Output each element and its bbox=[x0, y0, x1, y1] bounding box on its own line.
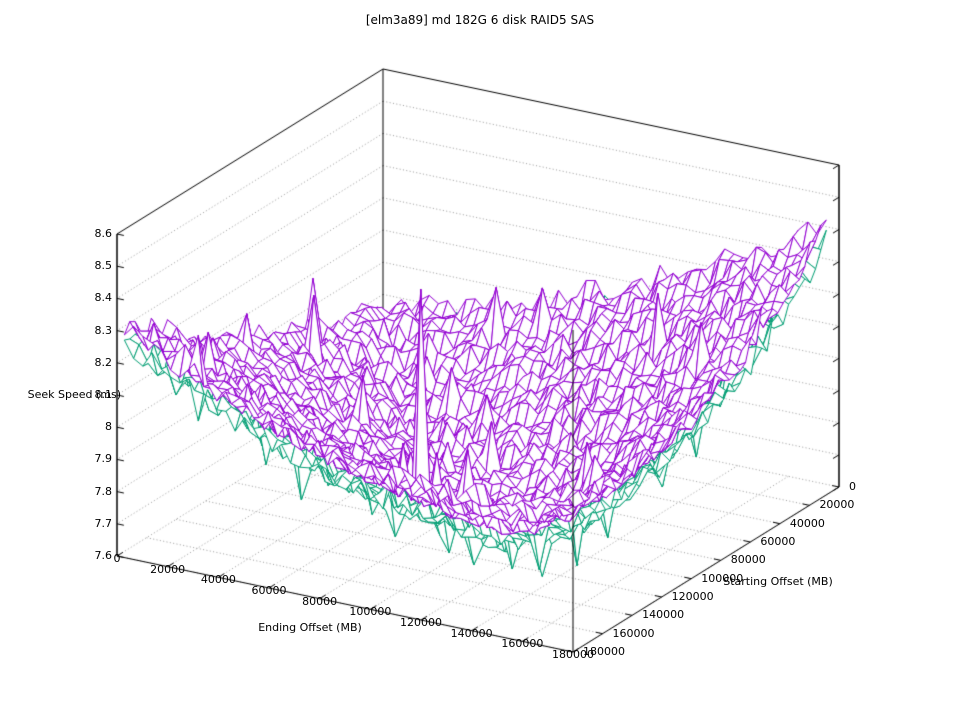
x-tick-label-40000: 40000 bbox=[200, 573, 236, 587]
y-tick-label-180000: 180000 bbox=[583, 645, 625, 658]
x-tick-label-20000: 20000 bbox=[150, 562, 186, 576]
z-tick-label-7.8: 7.8 bbox=[94, 484, 113, 498]
y-tick-label-40000: 40000 bbox=[789, 516, 825, 530]
x-tick-label-180000: 180000 bbox=[552, 648, 594, 661]
z-tick-label-8.3: 8.3 bbox=[94, 323, 113, 337]
z-tick-label-7.7: 7.7 bbox=[94, 516, 113, 530]
y-tick-label-120000: 120000 bbox=[671, 590, 714, 603]
chart-title: [elm3a89] md 182G 6 disk RAID5 SAS bbox=[365, 13, 595, 27]
z-tick-label-7.9: 7.9 bbox=[94, 452, 113, 466]
x-tick-label-160000: 160000 bbox=[501, 637, 544, 651]
x-axis-label: Ending Offset (MB) bbox=[258, 621, 362, 634]
y-tick-label-100000: 100000 bbox=[701, 571, 744, 585]
z-tick-label-7.6: 7.6 bbox=[94, 549, 113, 562]
x-tick-label-120000: 120000 bbox=[400, 616, 442, 629]
y-tick-label-160000: 160000 bbox=[612, 626, 655, 640]
z-tick-label-8.4: 8.4 bbox=[94, 291, 113, 305]
y-tick-label-60000: 60000 bbox=[760, 535, 796, 548]
z-tick-label-8.6: 8.6 bbox=[94, 227, 113, 240]
y-tick-label-20000: 20000 bbox=[819, 498, 855, 512]
y-tick-label-80000: 80000 bbox=[730, 553, 766, 567]
y-axis-label: Starting Offset (MB) bbox=[723, 575, 833, 588]
x-tick-label-100000: 100000 bbox=[349, 605, 392, 619]
z-axis-label: Seek Speed (ms) bbox=[27, 388, 121, 401]
y-tick-label-140000: 140000 bbox=[642, 608, 685, 622]
z-tick-label-8.1: 8.1 bbox=[94, 388, 113, 401]
z-tick-label-8: 8 bbox=[105, 420, 112, 434]
x-tick-label-140000: 140000 bbox=[450, 626, 493, 640]
x-tick-label-0: 0 bbox=[113, 552, 121, 565]
x-tick-label-80000: 80000 bbox=[302, 594, 338, 608]
z-tick-label-8.2: 8.2 bbox=[94, 355, 113, 369]
x-tick-label-60000: 60000 bbox=[251, 584, 287, 597]
y-tick-label-0: 0 bbox=[849, 480, 856, 493]
z-tick-label-8.5: 8.5 bbox=[94, 259, 113, 273]
